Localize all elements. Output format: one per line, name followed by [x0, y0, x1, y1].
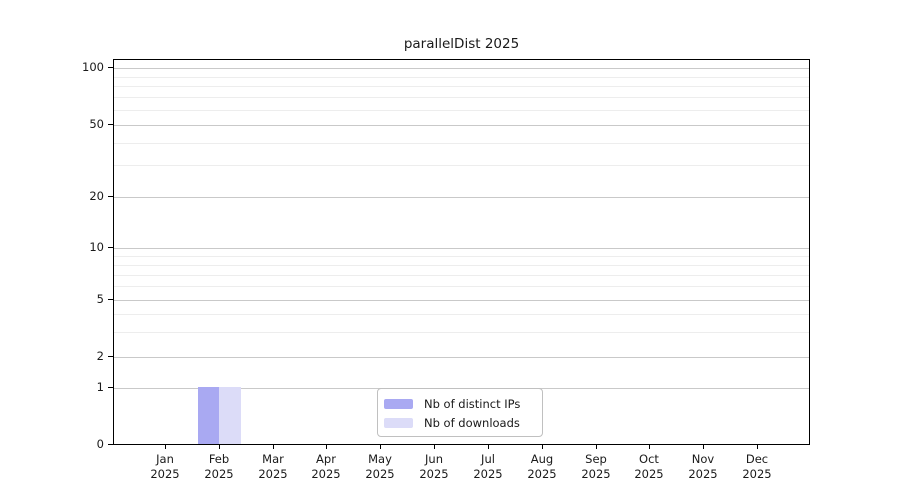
- x-tick-label: Dec 2025: [725, 452, 789, 482]
- x-tick-year: 2025: [742, 467, 772, 481]
- bar-downloads: [218, 387, 241, 444]
- gridline-minor: [114, 264, 809, 266]
- x-tick-mark: [757, 445, 758, 449]
- x-tick-label: May 2025: [348, 452, 412, 482]
- x-tick-mark: [649, 445, 650, 449]
- legend-label-downloads: Nb of downloads: [424, 415, 520, 430]
- y-tick-mark: [108, 444, 113, 445]
- x-tick-month: Jun: [425, 452, 443, 466]
- x-tick-month: Jan: [156, 452, 174, 466]
- x-tick-label: Jun 2025: [402, 452, 466, 482]
- x-tick-mark: [165, 445, 166, 449]
- x-tick-mark: [326, 445, 327, 449]
- gridline-minor: [114, 313, 809, 315]
- x-tick-mark: [219, 445, 220, 449]
- x-tick-year: 2025: [365, 467, 395, 481]
- x-tick-month: Nov: [691, 452, 715, 466]
- x-tick-month: Sep: [585, 452, 607, 466]
- gridline-major: [114, 197, 809, 198]
- gridline-minor: [114, 274, 809, 276]
- x-tick-year: 2025: [634, 467, 664, 481]
- x-tick-month: Dec: [745, 452, 769, 466]
- x-tick-month: Aug: [530, 452, 554, 466]
- legend-swatch-downloads: [384, 417, 413, 428]
- gridline-minor: [114, 110, 809, 111]
- y-tick-label: 5: [96, 292, 104, 306]
- y-tick-mark: [108, 356, 113, 357]
- x-tick-label: Jul 2025: [456, 452, 520, 482]
- y-tick-mark: [108, 247, 113, 248]
- x-tick-label: Nov 2025: [671, 452, 735, 482]
- y-tick-label: 100: [82, 60, 104, 74]
- x-tick-year: 2025: [581, 467, 611, 481]
- x-tick-month: Jul: [481, 452, 495, 466]
- bar-distinct-ips: [197, 387, 219, 444]
- y-tick-label: 0: [96, 437, 104, 451]
- x-tick-year: 2025: [150, 467, 180, 481]
- x-tick-month: Mar: [262, 452, 284, 466]
- x-tick-mark: [542, 445, 543, 449]
- x-tick-month: Apr: [316, 452, 336, 466]
- y-tick-mark: [108, 299, 113, 300]
- y-tick-mark: [108, 196, 113, 197]
- y-tick-label: 50: [89, 117, 104, 131]
- x-tick-label: Aug 2025: [510, 452, 574, 482]
- gridline-minor: [114, 86, 809, 88]
- gridline-minor: [114, 331, 809, 333]
- y-tick-label: 20: [89, 189, 104, 203]
- y-tick-label: 2: [96, 349, 104, 363]
- x-tick-year: 2025: [204, 467, 234, 481]
- x-tick-label: Apr 2025: [294, 452, 358, 482]
- gridline-minor: [114, 142, 809, 144]
- gridline-minor: [114, 76, 809, 78]
- y-tick-mark: [108, 387, 113, 388]
- y-tick-label: 1: [96, 380, 104, 394]
- x-tick-year: 2025: [527, 467, 557, 481]
- x-tick-mark: [488, 445, 489, 449]
- x-tick-mark: [434, 445, 435, 449]
- y-tick-mark: [108, 67, 113, 68]
- x-tick-mark: [380, 445, 381, 449]
- gridline-minor: [114, 165, 809, 167]
- x-tick-label: Feb 2025: [187, 452, 251, 482]
- x-tick-month: Feb: [208, 452, 230, 466]
- gridline-major: [114, 125, 809, 126]
- gridline-major: [114, 357, 809, 358]
- chart-title: parallelDist 2025: [403, 36, 520, 52]
- legend: Nb of distinct IPs Nb of downloads: [377, 388, 543, 437]
- x-tick-year: 2025: [419, 467, 449, 481]
- x-tick-year: 2025: [311, 467, 341, 481]
- gridline-minor: [114, 97, 809, 99]
- legend-swatch-distinct-ips: [384, 398, 413, 409]
- plot-area: [113, 59, 810, 445]
- gridline-minor: [114, 286, 809, 288]
- gridline-major: [114, 248, 809, 249]
- x-tick-year: 2025: [258, 467, 288, 481]
- gridline-minor: [114, 255, 809, 257]
- x-tick-label: Mar 2025: [241, 452, 305, 482]
- x-tick-label: Oct 2025: [617, 452, 681, 482]
- legend-row: Nb of downloads: [384, 413, 542, 432]
- legend-label-distinct-ips: Nb of distinct IPs: [424, 396, 521, 411]
- x-tick-mark: [703, 445, 704, 449]
- x-tick-mark: [273, 445, 274, 449]
- x-tick-month: Oct: [639, 452, 659, 466]
- y-tick-label: 10: [89, 240, 104, 254]
- x-tick-label: Sep 2025: [564, 452, 628, 482]
- gridline-major: [114, 68, 809, 69]
- x-tick-label: Jan 2025: [133, 452, 197, 482]
- x-tick-mark: [596, 445, 597, 449]
- y-tick-mark: [108, 124, 113, 125]
- x-tick-month: May: [368, 452, 392, 466]
- x-tick-year: 2025: [688, 467, 718, 481]
- legend-row: Nb of distinct IPs: [384, 394, 542, 413]
- x-tick-year: 2025: [473, 467, 503, 481]
- gridline-major: [114, 300, 809, 301]
